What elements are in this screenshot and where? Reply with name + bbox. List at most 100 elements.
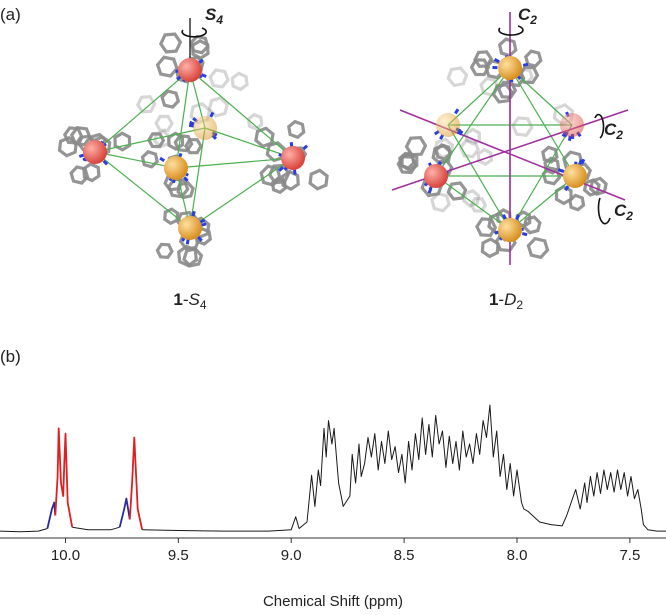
edge — [189, 157, 294, 229]
metal-ion — [178, 216, 202, 240]
n-atom — [198, 58, 204, 65]
spectrum-line — [54, 427, 74, 528]
ring — [113, 131, 132, 152]
ring — [182, 247, 204, 268]
rotation-arrow — [498, 25, 524, 36]
edge — [204, 127, 294, 159]
edge — [509, 124, 573, 231]
x-tick-label: 9.0 — [281, 547, 302, 564]
panel-label: (b) — [0, 347, 21, 366]
n-atom — [454, 108, 460, 115]
ring — [497, 37, 518, 58]
n-atom — [578, 159, 583, 165]
ring — [69, 125, 92, 147]
ring — [433, 137, 455, 160]
metal-ion — [436, 113, 460, 137]
order: 2 — [529, 13, 537, 27]
n-atom — [502, 214, 507, 220]
ring — [140, 149, 159, 169]
ring — [473, 50, 493, 68]
edge — [94, 151, 177, 169]
n-atom — [522, 62, 529, 67]
edge — [509, 67, 576, 177]
metal-ion — [424, 164, 448, 188]
edge — [175, 157, 294, 169]
spectrum-line — [46, 501, 57, 529]
symmetry: S — [189, 290, 201, 309]
edge — [94, 151, 191, 229]
symmetry: D — [504, 290, 516, 309]
ring — [82, 162, 101, 183]
n-atom — [515, 214, 521, 221]
compound-label: 1-D2 — [489, 290, 523, 312]
metal-ion — [563, 164, 587, 188]
ring — [462, 188, 481, 208]
ring — [582, 178, 601, 197]
ring — [207, 96, 229, 118]
hyphen: - — [183, 290, 189, 309]
n-atom — [102, 159, 109, 166]
ring — [446, 181, 468, 201]
edge — [435, 67, 511, 177]
n-atom — [183, 176, 189, 182]
ring — [190, 38, 210, 61]
hyphen: - — [498, 290, 504, 309]
edge — [447, 67, 511, 126]
symbol: C — [604, 120, 617, 139]
edge — [94, 69, 191, 153]
metal-ion — [164, 156, 188, 180]
edge — [94, 127, 206, 153]
x-tick-label: 10.0 — [51, 547, 80, 564]
n-atom — [199, 218, 206, 224]
axis-symbol: C2 — [604, 120, 623, 142]
n-atom — [159, 156, 166, 163]
edge — [509, 175, 576, 231]
ring — [173, 134, 194, 153]
metal-ion — [193, 116, 217, 140]
n-atom — [278, 166, 284, 172]
ring — [522, 215, 542, 235]
ring — [135, 95, 157, 114]
ring — [524, 49, 543, 68]
n-atom — [185, 239, 190, 245]
n-atom — [580, 158, 586, 165]
ring — [254, 126, 275, 149]
n-atom — [200, 222, 207, 227]
axis-symbol: C2 — [614, 201, 633, 223]
ring — [184, 138, 203, 155]
compound-number: 1 — [173, 290, 182, 309]
ring — [446, 66, 469, 88]
ring — [189, 34, 210, 55]
metal-ion — [83, 140, 107, 164]
ring — [208, 68, 230, 89]
axis-symbol: C2 — [518, 5, 537, 27]
metal-ion — [498, 218, 522, 242]
x-tick-label: 7.5 — [619, 547, 640, 564]
order: 2 — [625, 209, 633, 223]
ring — [155, 55, 179, 78]
symbol: C — [614, 201, 627, 220]
spectrum-line — [118, 497, 131, 528]
compound-label: 1-S4 — [173, 290, 206, 312]
n-atom — [197, 236, 203, 242]
ring — [152, 129, 172, 149]
spectrum-line — [0, 404, 666, 533]
edge — [435, 175, 511, 231]
n-atom — [78, 153, 85, 158]
ring — [480, 237, 500, 259]
n-atom — [209, 111, 215, 118]
ring — [464, 127, 482, 146]
ring — [526, 236, 550, 260]
x-axis-label: Chemical Shift (ppm) — [263, 593, 403, 610]
edge — [189, 127, 206, 229]
n-atom — [293, 169, 297, 175]
edge — [447, 124, 511, 231]
ring — [541, 145, 559, 164]
ring — [280, 169, 300, 191]
metal-ion — [281, 146, 305, 170]
ring — [308, 168, 329, 191]
panel-label: (a) — [0, 5, 21, 24]
rotation-arrow — [597, 197, 611, 225]
x-tick-label: 8.5 — [394, 547, 415, 564]
n-atom — [189, 120, 195, 126]
